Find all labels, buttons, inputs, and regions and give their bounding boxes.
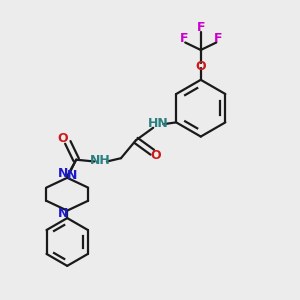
Text: N: N [58,167,68,180]
Text: N: N [67,169,77,182]
Text: F: F [179,32,188,45]
Text: O: O [151,149,161,162]
Text: HN: HN [148,117,169,130]
Text: F: F [214,32,222,45]
Text: NH: NH [90,154,111,167]
Text: O: O [196,61,206,74]
Text: N: N [58,206,68,220]
Text: O: O [57,132,68,145]
Text: F: F [196,21,205,34]
